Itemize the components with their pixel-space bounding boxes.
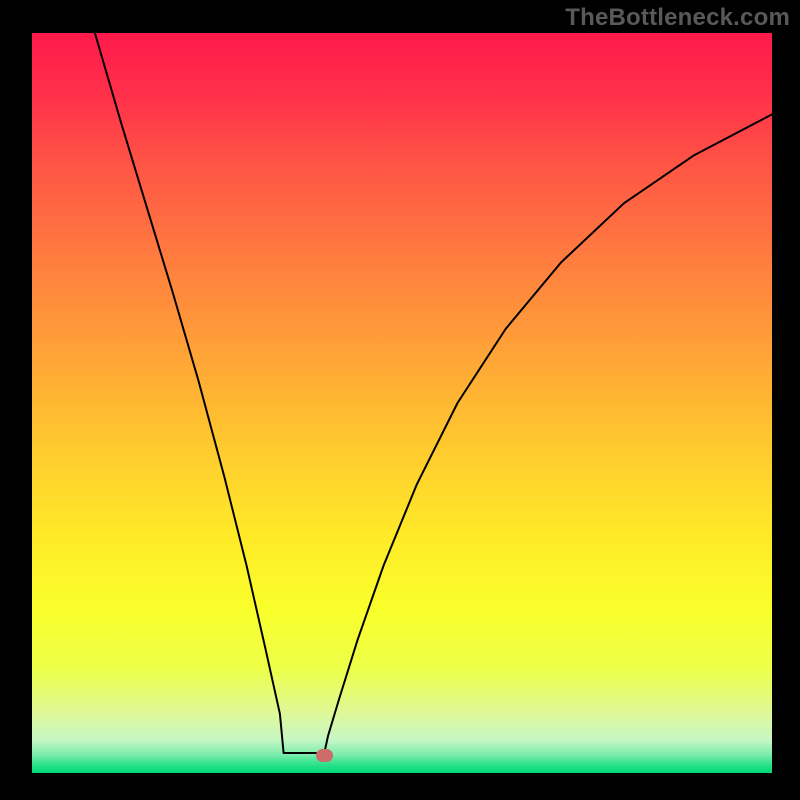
chart-frame: TheBottleneck.com xyxy=(0,0,800,800)
optimum-marker xyxy=(316,749,333,762)
plot-area xyxy=(32,33,772,773)
watermark-text: TheBottleneck.com xyxy=(565,4,790,32)
bottleneck-curve xyxy=(32,33,772,773)
